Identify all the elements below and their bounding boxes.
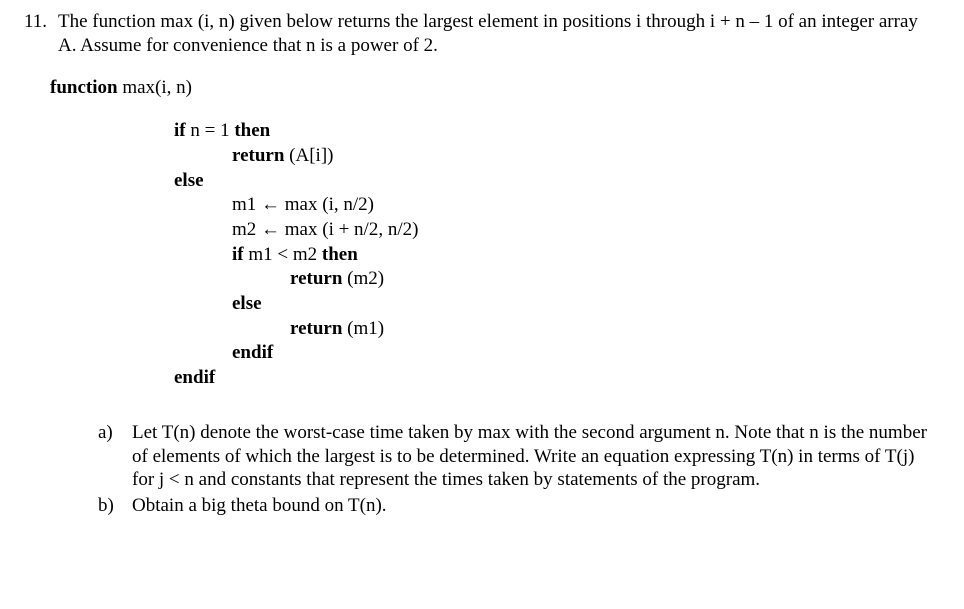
code-line: return (m1) bbox=[290, 317, 940, 342]
code-text: (m2) bbox=[342, 268, 384, 289]
function-declaration: function max(i, n) bbox=[50, 76, 940, 100]
endif-keyword: endif bbox=[174, 367, 215, 388]
part-label: a) bbox=[98, 421, 132, 492]
code-line: return (m2) bbox=[290, 267, 940, 292]
question-intro: 11. The function max (i, n) given below … bbox=[24, 10, 940, 58]
code-line: else bbox=[174, 169, 940, 194]
question-text: The function max (i, n) given below retu… bbox=[58, 10, 940, 58]
function-keyword: function bbox=[50, 77, 118, 98]
code-text: (A[i]) bbox=[284, 145, 333, 166]
return-keyword: return bbox=[290, 268, 342, 289]
then-keyword: then bbox=[234, 120, 270, 141]
part-b: b) Obtain a big theta bound on T(n). bbox=[98, 494, 940, 518]
code-line: if m1 < m2 then bbox=[232, 243, 940, 268]
then-keyword: then bbox=[322, 244, 358, 265]
code-text: n = 1 bbox=[186, 120, 235, 141]
question-parts: a) Let T(n) denote the worst-case time t… bbox=[98, 421, 940, 518]
code-line: else bbox=[232, 292, 940, 317]
question-number: 11. bbox=[24, 10, 58, 58]
part-text: Let T(n) denote the worst-case time take… bbox=[132, 421, 940, 492]
code-text: (m1) bbox=[342, 318, 384, 339]
code-line: if n = 1 then bbox=[174, 119, 940, 144]
else-keyword: else bbox=[174, 170, 204, 191]
endif-keyword: endif bbox=[232, 342, 273, 363]
code-line: m2 ← max (i + n/2, n/2) bbox=[232, 218, 940, 243]
code-line: endif bbox=[174, 366, 940, 391]
part-label: b) bbox=[98, 494, 132, 518]
part-text: Obtain a big theta bound on T(n). bbox=[132, 494, 940, 518]
if-keyword: if bbox=[174, 120, 186, 141]
if-keyword: if bbox=[232, 244, 244, 265]
return-keyword: return bbox=[232, 145, 284, 166]
part-a: a) Let T(n) denote the worst-case time t… bbox=[98, 421, 940, 492]
else-keyword: else bbox=[232, 293, 262, 314]
code-body: if n = 1 then return (A[i]) else m1 ← ma… bbox=[174, 119, 940, 391]
code-line: m1 ← max (i, n/2) bbox=[232, 193, 940, 218]
code-text: m1 < m2 bbox=[244, 244, 322, 265]
code-line: endif bbox=[232, 341, 940, 366]
function-signature: max(i, n) bbox=[118, 77, 192, 98]
return-keyword: return bbox=[290, 318, 342, 339]
code-line: return (A[i]) bbox=[232, 144, 940, 169]
